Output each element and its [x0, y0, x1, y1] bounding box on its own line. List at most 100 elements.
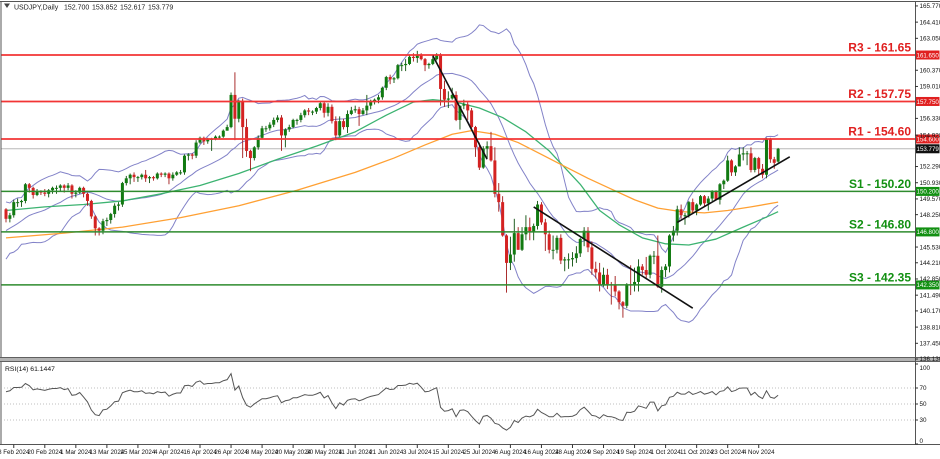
- price-axis-label: 138.810: [920, 324, 940, 331]
- bear-candle: [43, 192, 47, 194]
- support-resistance-levels[interactable]: R3 - 161.65 R2 - 157.75 R1 - 154.60 S1 - 15…: [1, 41, 915, 286]
- price-axis-label: 150.930: [920, 180, 940, 187]
- bull-candle: [23, 184, 27, 201]
- price-axis-label: 145.530: [920, 244, 940, 251]
- bear-candle: [598, 272, 602, 286]
- bear-candle: [605, 274, 609, 285]
- date-label: 16 Apr 2024: [183, 449, 217, 456]
- bear-candle: [656, 255, 660, 287]
- bull-candle: [272, 119, 276, 125]
- bull-candle: [706, 198, 710, 204]
- bear-candle: [757, 158, 761, 169]
- bear-candle: [97, 228, 101, 231]
- svg-text:150.200: 150.200: [917, 189, 940, 196]
- price-axis-label: 152.290: [920, 164, 940, 171]
- bull-candle: [109, 214, 113, 220]
- rsi-axis-label: 100: [920, 365, 931, 372]
- trendlines[interactable]: [432, 55, 791, 309]
- level-label-S2: S2 - 146.80: [849, 217, 911, 231]
- bull-candle: [570, 258, 574, 260]
- bear-candle: [342, 121, 346, 128]
- bollinger-lower-band: [5, 104, 779, 323]
- price-axis-label: 154.920: [920, 132, 940, 139]
- price-axis-label: 137.450: [920, 341, 940, 348]
- bear-candle: [307, 110, 311, 112]
- level-label-R2: R2 - 157.75: [848, 87, 911, 101]
- bull-candle: [58, 185, 62, 188]
- level-label-S3: S3 - 142.35: [849, 270, 911, 284]
- bear-candle: [330, 106, 334, 122]
- bull-candle: [400, 65, 404, 67]
- bull-candle: [404, 63, 408, 66]
- bear-candle: [190, 154, 194, 156]
- rsi-axis-label: 30: [920, 417, 928, 424]
- chart-symbol-marker-icon[interactable]: [4, 3, 10, 9]
- bear-candle: [516, 233, 520, 250]
- bear-candle: [539, 204, 543, 223]
- date-label: 1 Mar 2024: [60, 449, 92, 456]
- rsi-axis-label: 0: [920, 438, 924, 445]
- bear-candle: [559, 237, 563, 261]
- bull-candle: [66, 185, 70, 188]
- bull-candle: [295, 119, 299, 121]
- bull-candle: [532, 225, 536, 232]
- bull-candle: [345, 113, 349, 128]
- bear-candle: [730, 160, 734, 173]
- bull-candle: [520, 234, 524, 250]
- bull-candle: [427, 63, 431, 66]
- bull-candle: [602, 274, 606, 286]
- bear-candle: [279, 117, 283, 136]
- bull-candle: [105, 220, 109, 222]
- rsi-axis-label: 50: [920, 401, 928, 408]
- bear-candle: [89, 200, 93, 217]
- bull-candle: [408, 56, 412, 64]
- bull-candle: [54, 187, 58, 189]
- bull-candle: [338, 121, 342, 136]
- bull-candle: [745, 153, 749, 155]
- bear-candle: [617, 291, 621, 303]
- bear-candle: [466, 104, 470, 111]
- date-label: 6 Aug 2024: [495, 449, 527, 456]
- date-label: 16 Aug 2024: [524, 449, 559, 456]
- bull-candle: [664, 266, 668, 271]
- price-badge-R1: 154.600: [916, 134, 940, 144]
- date-label: 23 Oct 2024: [711, 449, 745, 456]
- bear-candle: [497, 193, 501, 203]
- bear-candle: [167, 173, 171, 179]
- chart-title-bar: USDJPY,Daily 152.700 153.852 152.617 153…: [4, 3, 173, 12]
- bull-candle: [214, 136, 218, 139]
- price-badge-S1: 150.200: [916, 186, 940, 196]
- trendline-down-long[interactable]: [533, 206, 694, 309]
- bear-candle: [714, 191, 718, 200]
- bull-candle: [283, 129, 287, 136]
- bull-candle: [683, 215, 687, 217]
- trendline-down-steep[interactable]: [432, 55, 488, 160]
- bear-candle: [423, 59, 427, 66]
- bull-candle: [710, 191, 714, 199]
- rsi-panel[interactable]: [1, 372, 915, 431]
- bear-candle: [27, 184, 31, 188]
- trendline-up-channel[interactable]: [676, 156, 791, 224]
- bull-candle: [361, 110, 365, 114]
- bull-candle: [431, 59, 435, 64]
- bull-candle: [485, 146, 489, 149]
- panel-splitter[interactable]: [0, 357, 940, 362]
- bull-candle: [311, 111, 315, 113]
- bull-candle: [237, 100, 241, 119]
- price-badge-R3: 161.650: [916, 50, 940, 60]
- bull-candle: [51, 187, 55, 191]
- price-axis[interactable]: 161.650 157.750 154.600 150.200 146.800 142.3…: [915, 3, 940, 445]
- date-label: 25 Mar 2024: [121, 449, 156, 456]
- bull-candle: [536, 204, 540, 226]
- bull-candle: [671, 230, 675, 236]
- price-axis-label: 163.050: [920, 36, 940, 43]
- bull-candle: [396, 65, 400, 79]
- price-axis-label: 144.210: [920, 260, 940, 267]
- bull-candle: [318, 103, 322, 109]
- bear-candle: [501, 202, 505, 236]
- bull-candle: [376, 97, 380, 100]
- date-label: 20 May 2024: [275, 449, 311, 456]
- bull-candle: [733, 166, 737, 173]
